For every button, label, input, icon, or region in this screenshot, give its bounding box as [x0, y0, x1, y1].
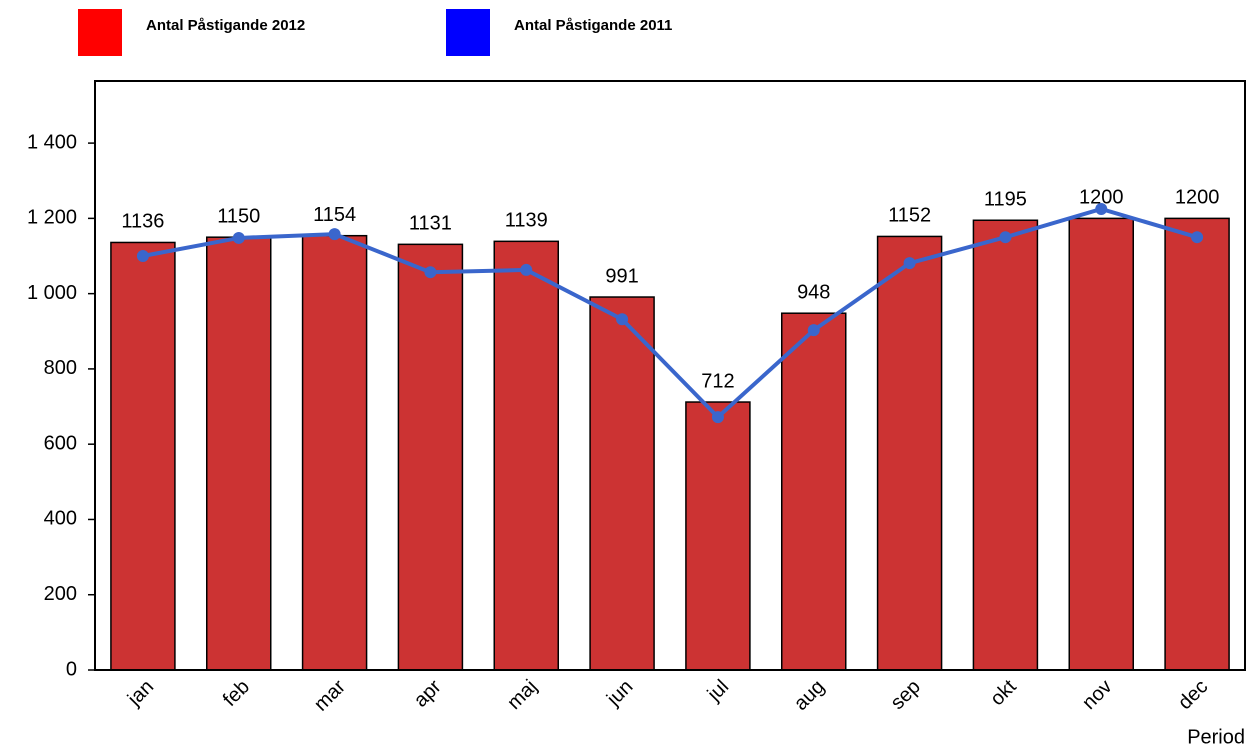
- x-tick-label: apr: [410, 675, 446, 711]
- data-label: 1200: [1079, 187, 1124, 209]
- line-point: [328, 228, 341, 241]
- line-point: [999, 231, 1012, 244]
- bar: [876, 235, 943, 671]
- line-point: [1191, 231, 1204, 244]
- x-tick-label: jan: [123, 676, 158, 711]
- y-tick-label: 1 000: [27, 282, 77, 304]
- bar: [301, 234, 368, 671]
- y-tick-label: 1 400: [27, 131, 77, 153]
- x-tick-label: okt: [986, 675, 1021, 710]
- data-label: 1139: [505, 210, 548, 232]
- bar: [206, 236, 272, 671]
- x-tick-label: sep: [886, 676, 924, 714]
- plot-frame: [94, 80, 1246, 671]
- line-point: [1095, 202, 1108, 215]
- y-tick-label: 600: [44, 432, 77, 454]
- line-point: [807, 324, 820, 337]
- x-tick-label: dec: [1174, 676, 1212, 714]
- y-tick-label: 400: [44, 508, 77, 530]
- data-label: 1154: [313, 204, 356, 226]
- line-point: [424, 266, 437, 279]
- bar: [397, 243, 464, 671]
- data-label: 948: [797, 281, 830, 303]
- x-tick-label: nov: [1078, 676, 1116, 714]
- bar: [110, 241, 176, 671]
- legend-swatch: [78, 9, 122, 56]
- data-label: 1200: [1175, 187, 1220, 209]
- line-point: [136, 250, 149, 263]
- data-label: 1152: [888, 205, 931, 227]
- legend-label: Antal Påstigande 2011: [514, 17, 672, 34]
- line-point: [711, 411, 724, 424]
- x-tick-label: mar: [310, 675, 350, 715]
- bar: [493, 240, 559, 671]
- x-tick-label: jun: [602, 676, 637, 711]
- data-label: 712: [701, 370, 734, 392]
- legend-label: Antal Påstigande 2012: [146, 17, 305, 34]
- bar: [685, 401, 751, 671]
- line: [142, 206, 1198, 420]
- data-label: 1131: [409, 213, 452, 235]
- line-point: [616, 313, 629, 326]
- bar: [781, 312, 847, 671]
- x-axis-label: Period: [1187, 726, 1245, 748]
- bar: [1068, 217, 1134, 671]
- x-tick-label: maj: [503, 676, 541, 714]
- data-label: 1195: [984, 189, 1027, 211]
- y-tick-label: 800: [44, 357, 77, 379]
- line-point: [232, 231, 245, 244]
- y-tick-label: 1 200: [27, 207, 77, 229]
- bar: [589, 296, 655, 671]
- data-label: 1150: [217, 205, 260, 227]
- bar: [972, 219, 1039, 671]
- legend-swatch: [446, 9, 490, 56]
- bar: [1164, 217, 1230, 671]
- data-label: 1136: [121, 211, 164, 233]
- x-tick-label: jul: [703, 676, 733, 706]
- data-label: 991: [605, 265, 638, 287]
- y-tick-label: 200: [44, 583, 77, 605]
- line-point: [903, 257, 916, 270]
- x-tick-label: aug: [790, 676, 829, 715]
- y-tick-label: 0: [66, 658, 77, 680]
- line-point: [520, 263, 533, 276]
- x-tick-label: feb: [219, 676, 254, 711]
